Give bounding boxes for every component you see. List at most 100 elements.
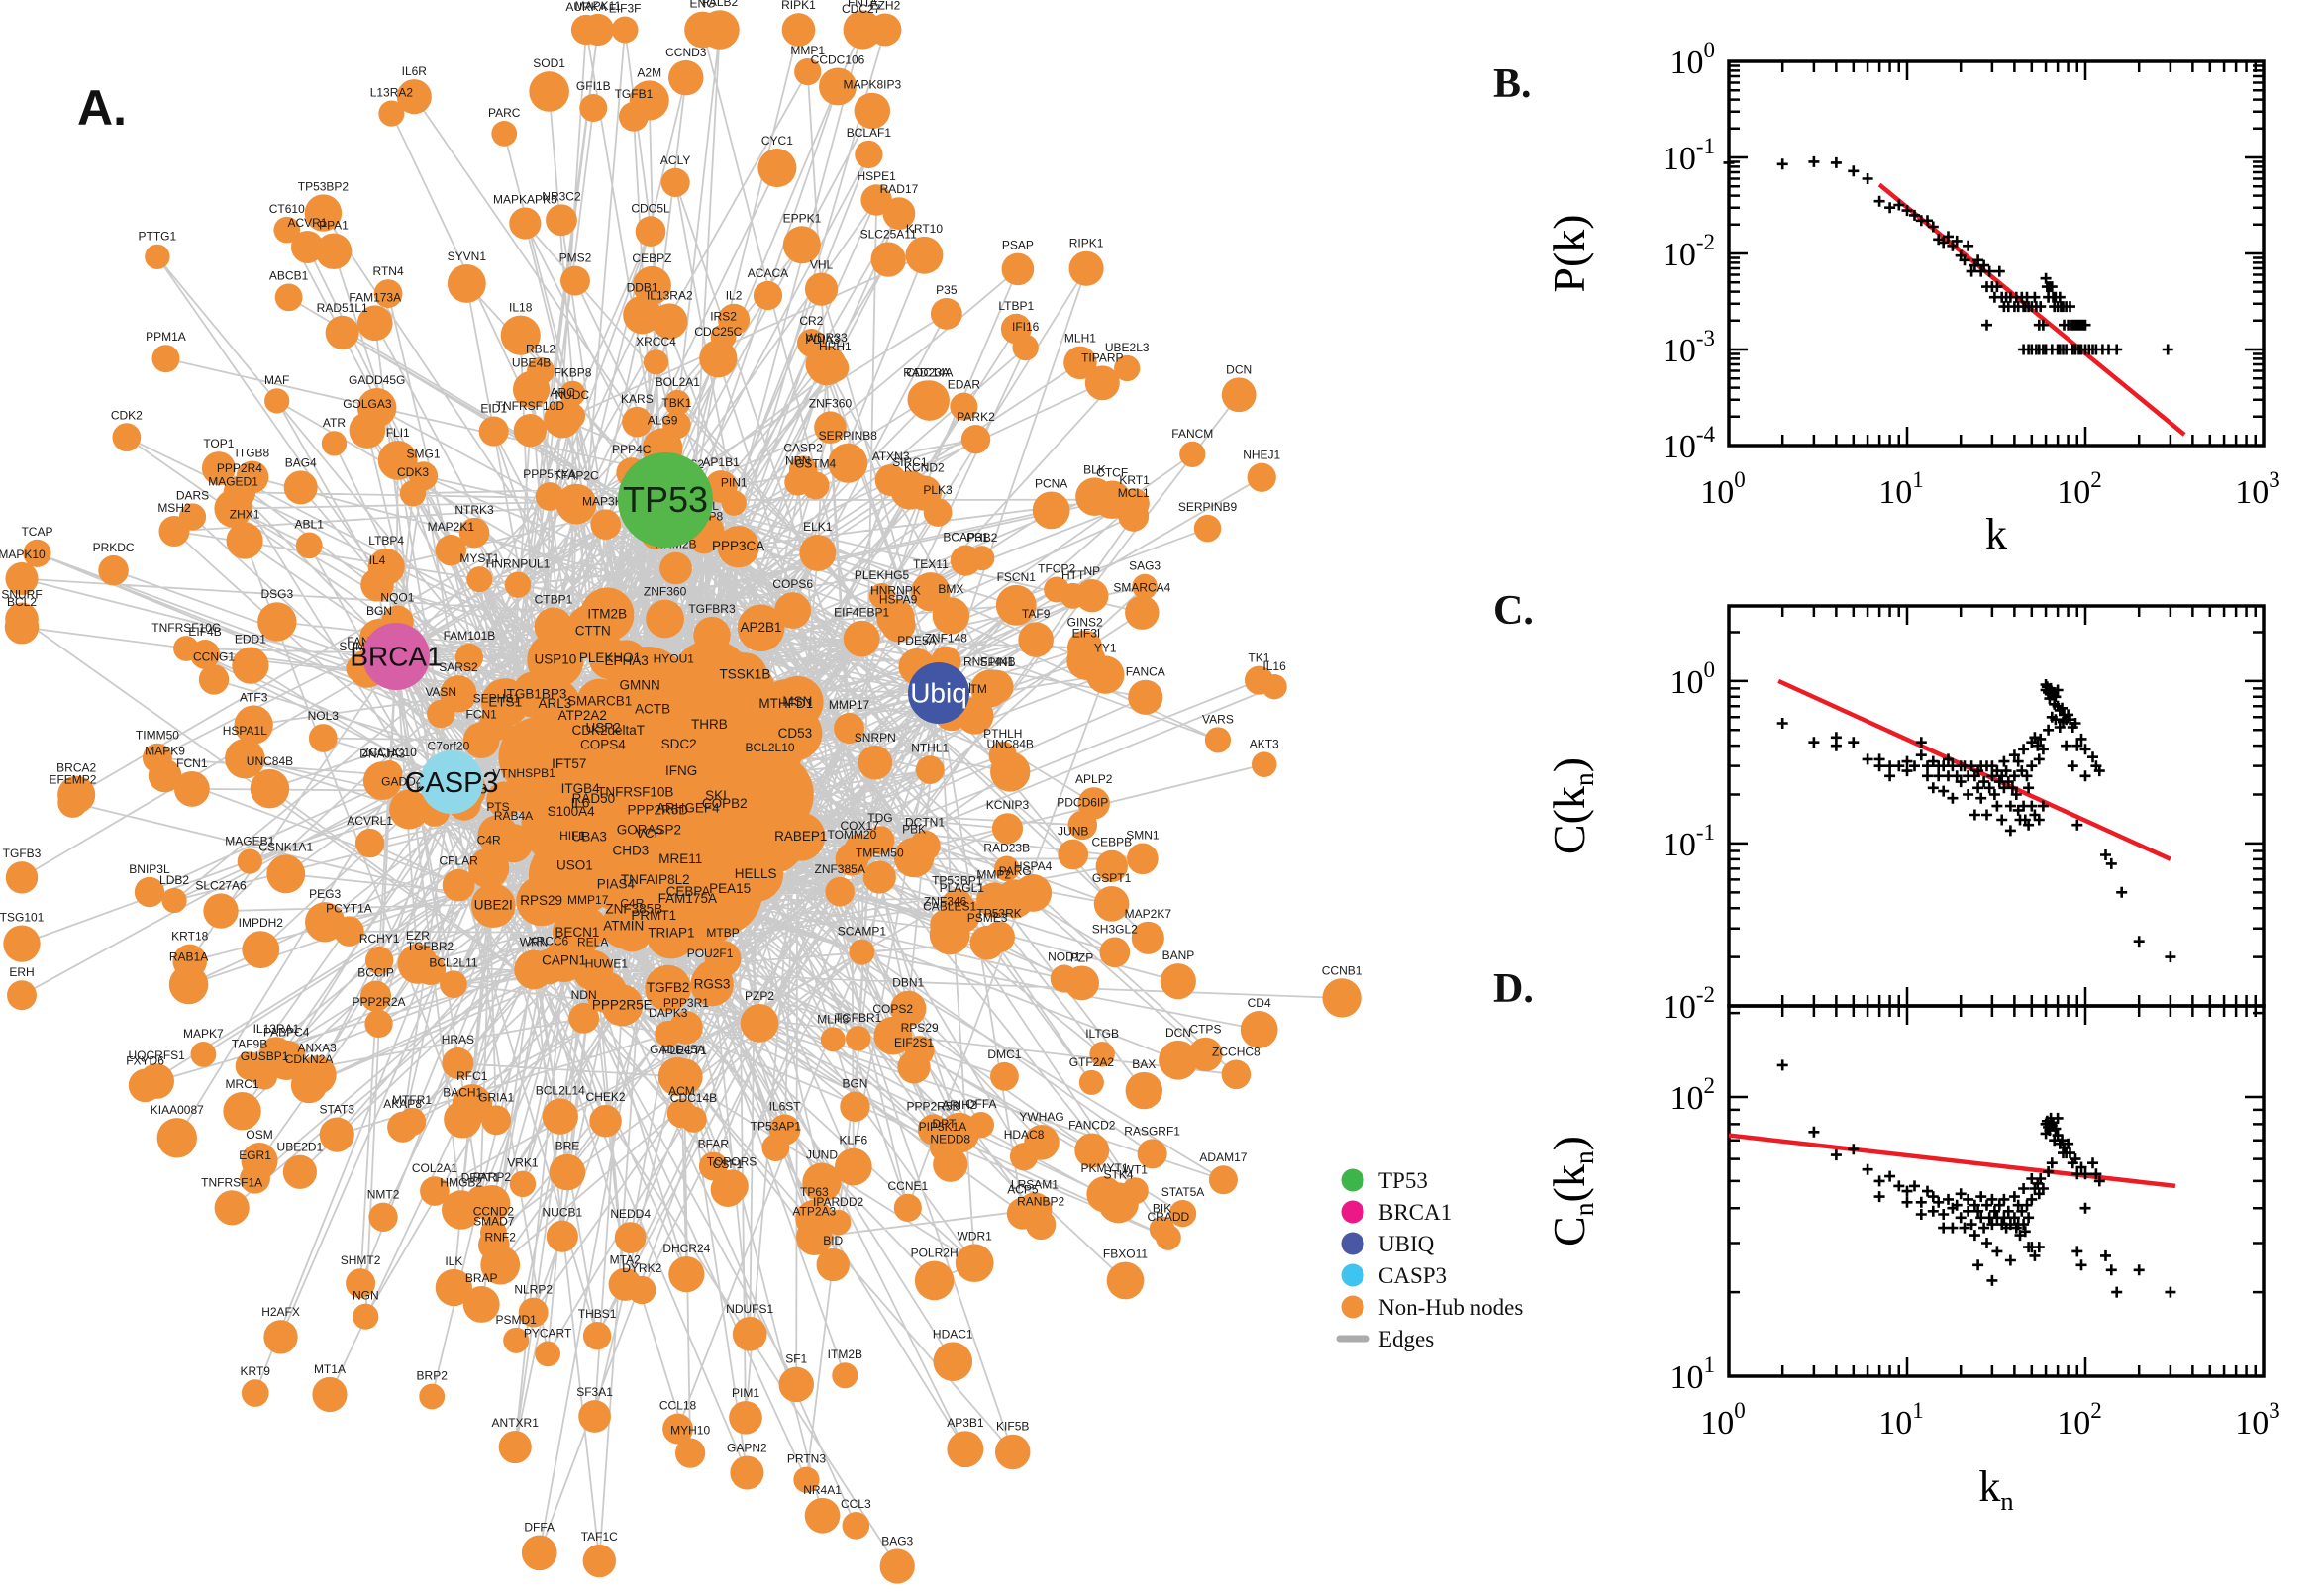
network-node-label: PABPC4	[263, 1026, 310, 1040]
network-node-label: PARC	[488, 106, 521, 120]
network-node-label: PEG3	[309, 887, 341, 901]
network-node	[266, 854, 306, 894]
network-node	[263, 1320, 298, 1354]
network-node	[173, 770, 210, 807]
network-node-label: SARS2	[439, 660, 478, 674]
network-node	[462, 722, 500, 758]
network-node-label: MTBP	[706, 926, 739, 940]
network-node-label: ZCCHC8	[1212, 1045, 1261, 1058]
network-node-label: FBXO11	[1103, 1247, 1148, 1261]
network-node-label: SF1	[785, 1352, 807, 1366]
network-node-label: IL6R	[402, 64, 428, 78]
network-node-label: WDR1	[957, 1229, 992, 1243]
network-node	[558, 402, 586, 430]
network-node-label: PLEKHG5	[855, 568, 910, 582]
network-node	[273, 216, 301, 244]
network-node	[1058, 839, 1089, 870]
network-node	[980, 669, 1014, 704]
network-node	[504, 571, 532, 598]
network-node-label: RIPK1	[781, 0, 816, 12]
network-node	[1084, 365, 1120, 401]
network-node-label: MAPK10	[0, 548, 46, 561]
network-node	[723, 652, 767, 697]
network-node-label: CT610	[269, 202, 305, 216]
network-node	[698, 1151, 728, 1181]
network-node	[468, 848, 510, 889]
network-node	[578, 1400, 611, 1433]
network-node	[802, 1162, 842, 1203]
network-node-label: ARL3	[539, 696, 572, 711]
network-node-label: SNURF	[1, 588, 42, 602]
network-node-label: ZHX1	[230, 508, 260, 522]
network-node-label: MAP2K1	[428, 520, 475, 534]
network-node	[843, 10, 882, 50]
hub-label-ubiq: Ubiq	[910, 678, 967, 709]
network-node	[4, 610, 40, 645]
network-node	[264, 388, 290, 414]
network-node	[805, 347, 840, 382]
network-node-label: CCNE1	[887, 1179, 928, 1193]
network-node	[419, 1383, 446, 1410]
network-node	[465, 1185, 494, 1214]
network-node-label: EPHA3	[604, 653, 648, 668]
network-node-label: MAPKAPK5	[493, 192, 557, 206]
network-node	[518, 1297, 549, 1328]
network-node-label: BRP2	[417, 1369, 449, 1383]
network-node-label: GSPT1	[1092, 871, 1132, 885]
tick-label: 103	[2235, 467, 2280, 511]
network-node-label: TGFB2	[647, 980, 690, 995]
x-axis-label-b: k	[1985, 510, 2007, 558]
tick-label: 10-3	[1663, 326, 1715, 369]
network-node	[993, 855, 1020, 882]
network-node-label: CEBPB	[1091, 836, 1132, 849]
network-node-label: GFI1B	[576, 79, 611, 93]
network-node	[778, 1366, 814, 1403]
network-node	[214, 489, 252, 528]
network-node-label: ACVRL1	[347, 814, 393, 828]
network-node	[349, 412, 386, 449]
network-node	[693, 616, 731, 654]
network-node	[534, 607, 573, 647]
network-node	[1093, 886, 1130, 922]
network-node	[995, 584, 1037, 626]
network-node-label: ZNF360	[809, 396, 853, 410]
network-node-label: THRB	[691, 717, 728, 732]
network-node-label: MAPK9	[145, 745, 185, 758]
network-node-label: TOPORS	[707, 1154, 757, 1168]
network-node	[989, 1061, 1019, 1091]
network-node	[933, 1342, 973, 1382]
network-node	[771, 675, 824, 729]
network-node-label: P35	[936, 283, 958, 297]
hub-label-brca1: BRCA1	[350, 642, 442, 672]
network-node	[486, 781, 523, 818]
network-node	[509, 1170, 537, 1198]
network-node-label: HDAC8	[1004, 1128, 1045, 1142]
network-node-label: SMN1	[1126, 829, 1160, 843]
network-node-label: COPB2	[702, 796, 748, 811]
network-node-label: PDE5A	[897, 634, 936, 648]
network-node	[572, 949, 614, 991]
network-node-label: SMARCA4	[1113, 580, 1170, 594]
network-node	[710, 324, 737, 350]
network-node-label: PLEKHO1	[579, 650, 641, 665]
network-node	[498, 1431, 532, 1464]
network-node-label: CDC5L	[631, 201, 670, 215]
network-node	[1168, 1199, 1197, 1228]
network-node-label: IFT57	[552, 756, 586, 771]
tick-label: 100	[1670, 657, 1716, 701]
network-node	[368, 1202, 398, 1232]
network-node	[139, 1063, 175, 1099]
network-node	[161, 887, 187, 914]
network-node-label: COX17	[840, 819, 879, 833]
network-node-label: STAT5A	[1162, 1185, 1205, 1199]
network-node	[1127, 843, 1159, 875]
tick-label: 103	[2235, 1398, 2280, 1442]
network-node-label: SHMT2	[341, 1253, 381, 1267]
network-node	[1068, 250, 1104, 286]
network-node	[914, 1260, 955, 1301]
network-node	[444, 1100, 482, 1139]
network-node-label: TGFB1	[615, 87, 654, 101]
network-node-label: AKAP8	[383, 1097, 422, 1111]
network-node-label: ATF3	[240, 690, 268, 704]
network-node	[608, 1267, 642, 1301]
